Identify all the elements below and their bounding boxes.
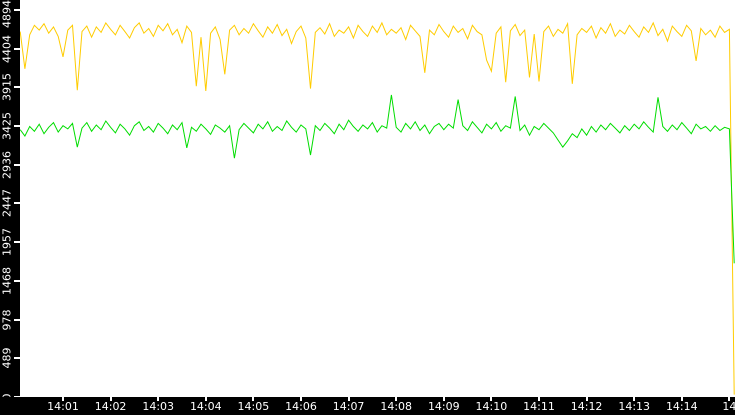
plot-area: [20, 0, 735, 397]
x-tick-label: 14:03: [142, 400, 175, 413]
x-tick-label: 14: [722, 400, 735, 413]
y-tick-mark: [14, 86, 20, 89]
series-yellow-line: [20, 21, 735, 395]
y-tick-mark: [14, 357, 20, 360]
y-tick-label: 1468: [0, 266, 14, 295]
x-tick-mark: [62, 397, 64, 401]
y-tick-mark: [14, 318, 20, 321]
x-tick-mark: [109, 397, 112, 401]
y-tick-mark: [14, 202, 20, 205]
y-tick-label: 4894: [0, 0, 14, 28]
x-tick-mark: [204, 397, 207, 401]
x-tick-label: 14:02: [94, 400, 127, 413]
x-tick-label: 14:13: [618, 400, 651, 413]
y-tick-mark: [14, 125, 20, 128]
y-tick-label: 4404: [0, 34, 14, 63]
x-tick-mark: [347, 397, 350, 401]
x-tick-mark: [728, 397, 731, 401]
series-green-line: [20, 94, 735, 264]
x-tick-mark: [442, 397, 445, 401]
x-tick-label: 14:12: [570, 400, 603, 413]
x-tick-mark: [538, 397, 540, 401]
x-tick-mark: [680, 397, 683, 401]
x-tick-label: 14:08: [380, 400, 413, 413]
x-tick-mark: [157, 397, 160, 401]
x-tick-mark: [490, 397, 493, 401]
x-tick-label: 14:06: [285, 400, 317, 413]
y-tick-mark: [14, 47, 20, 50]
x-tick-label: 14:05: [237, 400, 270, 413]
y-tick-mark: [14, 241, 20, 244]
plot-svg: [20, 21, 735, 395]
x-tick-label: 14:10: [475, 400, 508, 413]
y-tick-label: 3425: [0, 112, 14, 141]
x-tick-label: 14:14: [665, 400, 698, 413]
x-tick-mark: [252, 397, 255, 401]
y-tick-mark: [14, 279, 20, 282]
x-tick-mark: [300, 397, 302, 401]
y-tick-label: 2936: [0, 150, 14, 179]
x-tick-label: 14:11: [523, 400, 555, 413]
x-tick-mark: [633, 397, 636, 401]
y-tick-label: 489: [0, 347, 14, 369]
x-tick-label: 14:07: [332, 400, 365, 413]
y-tick-label: 1957: [0, 228, 14, 257]
x-tick-label: 14:09: [427, 400, 460, 413]
y-axis: 048997814681957244729363425391544044894: [0, 0, 20, 415]
x-axis: 14:01 14:02 14:03 14:04 14:05 14:06 14:07 14:08…: [0, 397, 735, 415]
y-tick-label: 2447: [0, 189, 14, 218]
x-tick-mark: [585, 397, 588, 401]
y-tick-label: 3915: [0, 73, 14, 102]
y-tick-mark: [14, 8, 20, 11]
x-tick-label: 14:01: [47, 400, 79, 413]
y-tick-mark: [14, 163, 20, 166]
y-tick-label: 978: [0, 309, 14, 331]
x-tick-label: 14:04: [189, 400, 222, 413]
x-tick-mark: [395, 397, 398, 401]
